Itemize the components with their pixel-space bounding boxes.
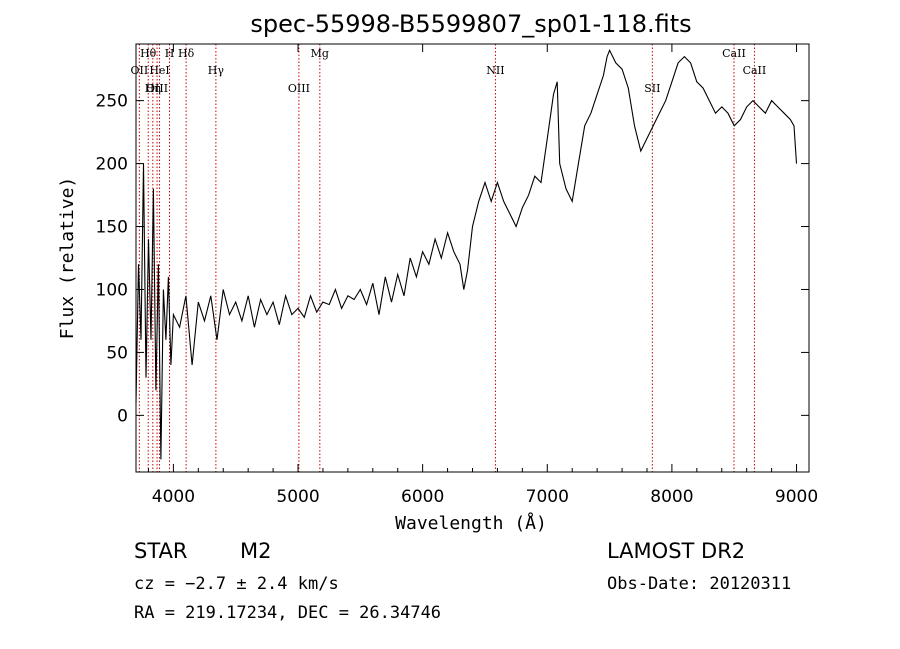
spectral-line-labels: Hθ OII OIII H HeI Hη Hδ Hγ OIII Mg NII SII CaII CaII	[131, 47, 767, 95]
y-tick-label: 50	[106, 343, 128, 363]
x-axis-label: Wavelength (Å)	[395, 512, 547, 534]
chart-title: spec-55998-B5599807_sp01-118.fits	[250, 10, 691, 38]
x-axis: 4000 5000 6000 7000 8000 9000	[147, 44, 818, 507]
object-class: STAR	[134, 539, 188, 563]
line-label: HeI	[149, 64, 169, 77]
line-label: CaII	[722, 47, 746, 60]
line-label: CaII	[743, 64, 767, 77]
y-tick-label: 200	[96, 155, 128, 175]
y-tick-label: 0	[117, 406, 128, 426]
survey-name: LAMOST DR2	[607, 539, 746, 563]
redshift-cz: cz = −2.7 ± 2.4 km/s	[134, 574, 339, 594]
line-label: SII	[644, 82, 660, 95]
object-subclass: M2	[240, 539, 272, 563]
x-tick-label: 5000	[276, 487, 319, 507]
y-tick-label: 100	[96, 280, 128, 300]
line-label: Hγ	[208, 64, 225, 77]
y-tick-label: 250	[96, 92, 128, 112]
x-tick-label: 4000	[152, 487, 195, 507]
x-tick-label: 8000	[650, 487, 693, 507]
line-label: Mg	[311, 47, 329, 60]
observation-date: Obs-Date: 20120311	[607, 574, 792, 594]
x-tick-label: 9000	[775, 487, 818, 507]
y-axis-label: Flux (relative)	[57, 177, 78, 340]
x-tick-label: 7000	[526, 487, 569, 507]
y-tick-label: 150	[96, 218, 128, 238]
spectrum-series-line	[135, 48, 798, 460]
line-label: Hθ	[140, 47, 157, 60]
line-label: NII	[486, 64, 504, 77]
x-tick-label: 6000	[401, 487, 444, 507]
line-label: Hη	[145, 82, 161, 95]
plot-frame	[135, 43, 810, 473]
line-label: Hδ	[178, 47, 195, 60]
line-label: OII	[131, 64, 149, 77]
line-label: H	[165, 47, 175, 60]
y-axis: 0 50 100 150 200 250	[96, 92, 809, 426]
line-label: OIII	[146, 82, 168, 95]
line-label: OIII	[288, 82, 310, 95]
ra-dec-coordinates: RA = 219.17234, DEC = 26.34746	[134, 603, 442, 623]
spectral-line-markers	[138, 44, 755, 472]
